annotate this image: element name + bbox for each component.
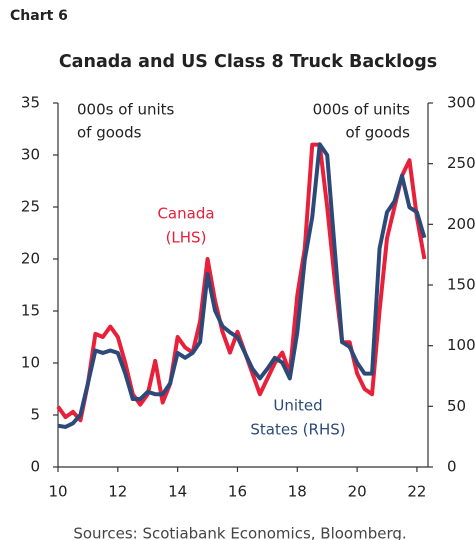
x-tick-label: 16 bbox=[228, 483, 247, 501]
y-tick-label: 20 bbox=[21, 250, 40, 268]
x-tick-label: 22 bbox=[407, 483, 426, 501]
y-tick-label: 30 bbox=[21, 146, 40, 164]
y-tick-label: 0 bbox=[30, 458, 40, 476]
y2-axis-label: of goods bbox=[346, 124, 411, 142]
y-axis-label: 000s of units bbox=[77, 101, 175, 119]
y-tick-label: 5 bbox=[30, 406, 40, 424]
series-label: United bbox=[273, 397, 322, 415]
x-tick-label: 14 bbox=[168, 483, 187, 501]
series-line bbox=[56, 142, 427, 423]
y-tick-label: 35 bbox=[21, 94, 40, 112]
y2-axis-label: 000s of units bbox=[313, 101, 411, 119]
y-tick-label: 10 bbox=[21, 354, 40, 372]
x-tick-label: 18 bbox=[288, 483, 307, 501]
series-label: (LHS) bbox=[166, 229, 207, 247]
chart-title: Canada and US Class 8 Truck Backlogs bbox=[59, 52, 437, 72]
y-tick-label: 25 bbox=[21, 198, 40, 216]
y2-tick-label: 50 bbox=[447, 397, 466, 415]
y2-tick-label: 250 bbox=[447, 154, 475, 172]
y-tick-label: 15 bbox=[21, 302, 40, 320]
x-tick-label: 20 bbox=[348, 483, 367, 501]
y2-tick-label: 300 bbox=[447, 94, 475, 112]
series-line bbox=[57, 142, 427, 429]
y2-tick-label: 100 bbox=[447, 336, 475, 354]
source: Sources: Scotiabank Economics, Bloomberg… bbox=[73, 525, 406, 540]
y2-tick-label: 200 bbox=[447, 215, 475, 233]
y2-tick-label: 0 bbox=[447, 458, 457, 476]
x-tick-label: 10 bbox=[48, 483, 67, 501]
y-axis-label: of goods bbox=[77, 124, 142, 142]
x-tick-label: 12 bbox=[108, 483, 127, 501]
chart-kicker: Chart 6 bbox=[10, 8, 68, 24]
y2-tick-label: 150 bbox=[447, 276, 475, 294]
series-label: Canada bbox=[157, 205, 214, 223]
series-label: States (RHS) bbox=[250, 421, 345, 439]
